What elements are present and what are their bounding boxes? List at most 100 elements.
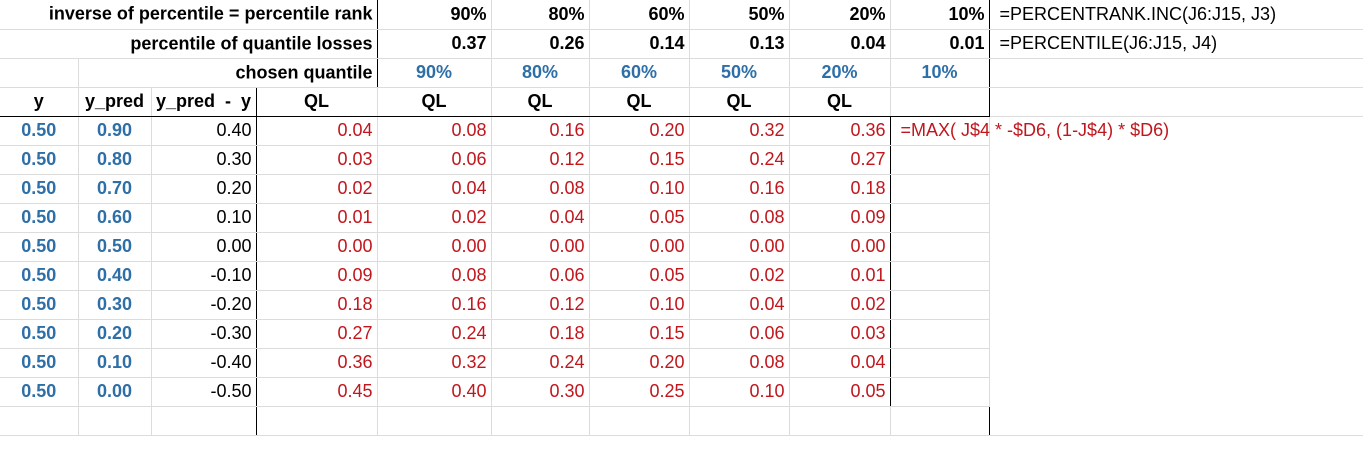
ql-cell[interactable]: 0.02 — [689, 261, 790, 291]
ql-cell[interactable]: 0.04 — [377, 174, 492, 204]
ql-cell[interactable]: 0.00 — [377, 232, 492, 262]
ql-cell[interactable]: 0.10 — [589, 290, 690, 320]
y-cell[interactable]: 0.50 — [0, 261, 79, 291]
cell[interactable]: 80% — [491, 58, 590, 88]
ql-cell[interactable]: 0.00 — [491, 232, 590, 262]
ql-cell[interactable]: 0.10 — [689, 377, 790, 407]
max-formula-cell[interactable]: =MAX( J$4 * -$D6, (1-J$4) * $D6) — [890, 116, 1169, 146]
ql-cell[interactable]: 0.00 — [256, 232, 378, 262]
cell[interactable] — [890, 174, 990, 204]
cell[interactable]: 0.13 — [689, 29, 790, 59]
ql-cell[interactable]: 0.04 — [789, 348, 891, 378]
cell[interactable]: 80% — [491, 0, 590, 30]
ql-cell[interactable]: 0.24 — [689, 145, 790, 175]
y-cell[interactable]: 0.50 — [0, 290, 79, 320]
ql-cell[interactable]: 0.16 — [689, 174, 790, 204]
cell[interactable]: 10% — [890, 58, 990, 88]
ql-cell[interactable]: 0.08 — [689, 203, 790, 233]
cell[interactable] — [989, 87, 1363, 117]
column-header[interactable]: QL — [256, 87, 378, 117]
y-pred-cell[interactable]: 0.60 — [78, 203, 152, 233]
column-header[interactable]: y_pred — [78, 87, 152, 117]
y-cell[interactable]: 0.50 — [0, 145, 79, 175]
cell[interactable]: 0.01 — [890, 29, 990, 59]
ql-cell[interactable]: 0.04 — [689, 290, 790, 320]
cell[interactable]: 0.26 — [491, 29, 590, 59]
y-cell[interactable]: 0.50 — [0, 319, 79, 349]
cell[interactable] — [78, 406, 152, 436]
cell[interactable]: 90% — [377, 58, 492, 88]
ql-cell[interactable]: 0.20 — [589, 348, 690, 378]
cell[interactable] — [890, 232, 990, 262]
y-pred-cell[interactable]: 0.50 — [78, 232, 152, 262]
ql-cell[interactable]: 0.10 — [589, 174, 690, 204]
diff-cell[interactable]: 0.00 — [151, 232, 257, 262]
ql-cell[interactable]: 0.16 — [491, 116, 590, 146]
ql-cell[interactable]: 0.01 — [256, 203, 378, 233]
y-pred-cell[interactable]: 0.40 — [78, 261, 152, 291]
cell[interactable]: 0.04 — [789, 29, 891, 59]
ql-cell[interactable]: 0.15 — [589, 319, 690, 349]
ql-cell[interactable]: 0.32 — [377, 348, 492, 378]
ql-cell[interactable]: 0.03 — [256, 145, 378, 175]
percentile-formula-cell[interactable]: =PERCENTILE(J6:J15, J4) — [989, 29, 1363, 59]
cell[interactable] — [0, 58, 79, 88]
ql-cell[interactable]: 0.01 — [789, 261, 891, 291]
y-pred-cell[interactable]: 0.00 — [78, 377, 152, 407]
cell[interactable] — [989, 58, 1363, 88]
ql-cell[interactable]: 0.18 — [491, 319, 590, 349]
ql-cell[interactable]: 0.02 — [377, 203, 492, 233]
ql-cell[interactable]: 0.40 — [377, 377, 492, 407]
ql-cell[interactable]: 0.20 — [589, 116, 690, 146]
cell[interactable] — [890, 145, 990, 175]
ql-cell[interactable]: 0.27 — [256, 319, 378, 349]
column-header[interactable]: y — [0, 87, 79, 117]
ql-cell[interactable]: 0.30 — [491, 377, 590, 407]
y-cell[interactable]: 0.50 — [0, 203, 79, 233]
ql-cell[interactable]: 0.00 — [789, 232, 891, 262]
ql-cell[interactable]: 0.27 — [789, 145, 891, 175]
ql-cell[interactable]: 0.32 — [689, 116, 790, 146]
cell[interactable]: 50% — [689, 58, 790, 88]
y-pred-cell[interactable]: 0.80 — [78, 145, 152, 175]
percentile-losses-label-cell[interactable]: percentile of quantile losses — [0, 29, 378, 59]
cell[interactable]: 60% — [589, 58, 690, 88]
ql-cell[interactable]: 0.06 — [491, 261, 590, 291]
cell[interactable]: 20% — [789, 0, 891, 30]
cell[interactable] — [890, 348, 990, 378]
diff-cell[interactable]: -0.40 — [151, 348, 257, 378]
ql-cell[interactable]: 0.00 — [589, 232, 690, 262]
column-header[interactable]: QL — [491, 87, 590, 117]
cell[interactable] — [491, 406, 590, 436]
ql-cell[interactable]: 0.08 — [491, 174, 590, 204]
ql-cell[interactable]: 0.36 — [256, 348, 378, 378]
ql-cell[interactable]: 0.04 — [256, 116, 378, 146]
ql-cell[interactable]: 0.36 — [789, 116, 891, 146]
diff-cell[interactable]: -0.50 — [151, 377, 257, 407]
cell[interactable] — [890, 377, 990, 407]
cell[interactable] — [256, 406, 378, 436]
cell[interactable] — [890, 261, 990, 291]
ql-cell[interactable]: 0.05 — [589, 203, 690, 233]
y-pred-cell[interactable]: 0.10 — [78, 348, 152, 378]
cell[interactable]: 20% — [789, 58, 891, 88]
cell[interactable] — [789, 406, 891, 436]
y-cell[interactable]: 0.50 — [0, 174, 79, 204]
ql-cell[interactable]: 0.05 — [589, 261, 690, 291]
cell[interactable] — [890, 203, 990, 233]
cell[interactable]: 60% — [589, 0, 690, 30]
diff-cell[interactable]: 0.40 — [151, 116, 257, 146]
cell[interactable] — [890, 406, 990, 436]
percentrank-formula-cell[interactable]: =PERCENTRANK.INC(J6:J15, J3) — [989, 0, 1363, 30]
y-cell[interactable]: 0.50 — [0, 232, 79, 262]
y-pred-cell[interactable]: 0.70 — [78, 174, 152, 204]
cell[interactable]: 90% — [377, 0, 492, 30]
ql-cell[interactable]: 0.08 — [377, 261, 492, 291]
ql-cell[interactable]: 0.15 — [589, 145, 690, 175]
ql-cell[interactable]: 0.16 — [377, 290, 492, 320]
cell[interactable]: 10% — [890, 0, 990, 30]
ql-cell[interactable]: 0.18 — [789, 174, 891, 204]
column-header[interactable]: QL — [377, 87, 492, 117]
cell[interactable]: 0.37 — [377, 29, 492, 59]
percentile-rank-label-cell[interactable]: inverse of percentile = percentile rank — [0, 0, 378, 30]
